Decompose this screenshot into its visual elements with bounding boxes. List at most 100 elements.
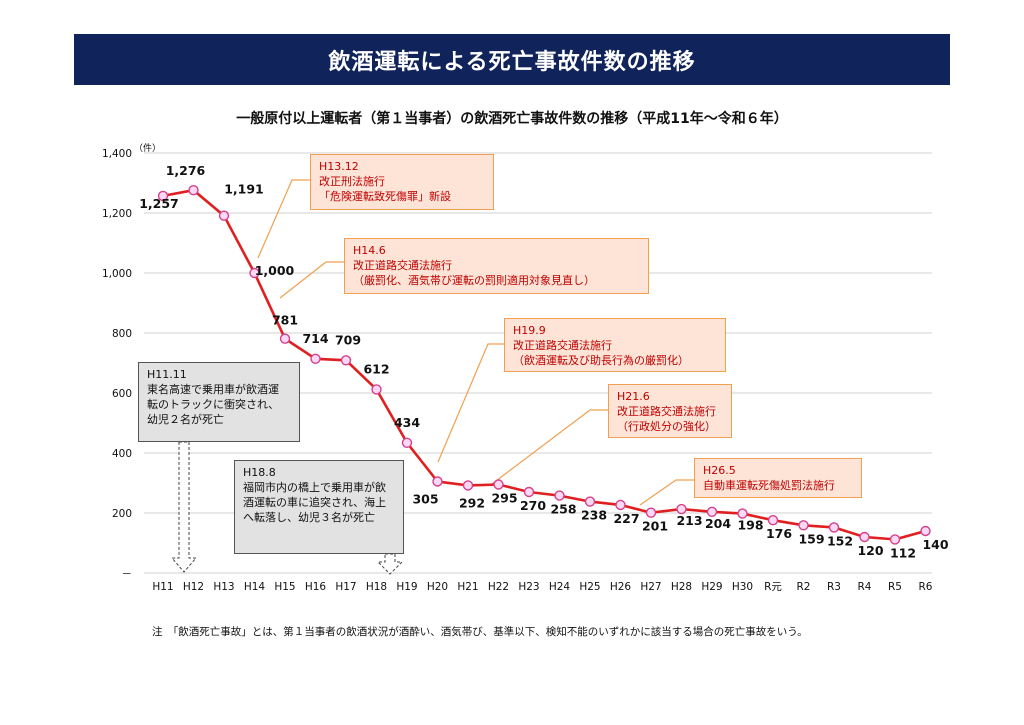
y-axis-unit: （件） (134, 142, 161, 154)
incident-arrows (170, 441, 404, 575)
annotation-connectors (257, 179, 694, 506)
data-point (401, 437, 413, 448)
data-label: 270 (520, 498, 546, 513)
data-label: 198 (737, 518, 763, 533)
x-tick-label: R元 (764, 581, 782, 593)
data-point (676, 503, 687, 515)
page-banner: 飲酒運転による死亡事故件数の推移 (74, 34, 950, 85)
y-tick-label: 1,400 (102, 148, 132, 160)
data-point (371, 384, 382, 395)
data-point (798, 520, 809, 531)
data-label: 204 (705, 516, 731, 531)
data-point (859, 531, 870, 543)
data-label: 1,276 (166, 163, 206, 178)
data-point (706, 506, 718, 517)
y-tick-label: 600 (112, 388, 132, 400)
data-point (889, 534, 901, 545)
data-label: 201 (642, 519, 668, 534)
annotation-h13-law: H13.12 改正刑法施行 「危険運転致死傷罪」新設 (310, 154, 494, 210)
x-tick-label: R6 (919, 581, 933, 593)
y-tick-label: － (122, 568, 133, 580)
y-tick-label: 200 (112, 508, 132, 520)
data-label: 176 (766, 526, 792, 541)
data-point (767, 515, 779, 526)
x-tick-label: H28 (671, 581, 692, 593)
annotation-h19-law: H19.9 改正道路交通法施行 （飲酒運転及び助長行為の厳罰化） (504, 318, 726, 372)
y-tick-label: 400 (112, 448, 132, 460)
x-tick-label: R2 (797, 581, 811, 593)
incident-arrow (376, 553, 404, 575)
x-tick-label: H12 (183, 581, 204, 593)
data-label: 227 (613, 511, 639, 526)
data-point (218, 210, 230, 221)
x-tick-label: H24 (549, 581, 571, 593)
data-point (157, 190, 169, 202)
data-point (615, 499, 626, 511)
data-point (340, 355, 352, 366)
x-tick-label: H16 (305, 581, 327, 593)
data-point (279, 333, 291, 344)
x-tick-label: H20 (427, 581, 448, 593)
data-label: 159 (798, 531, 824, 546)
annotation-connector (491, 409, 608, 485)
data-point (462, 480, 474, 491)
data-label: 714 (302, 331, 328, 346)
data-point (828, 522, 840, 533)
y-tick-label: 800 (112, 328, 132, 340)
footnote: 注 「飲酒死亡事故」とは、第１当事者の飲酒状況が酒酔い、酒気帯び、基準以下、検知… (152, 626, 808, 638)
annotation-connector (437, 343, 504, 463)
data-label: 434 (394, 415, 420, 430)
data-point (310, 353, 321, 364)
x-tick-label: H22 (488, 581, 509, 593)
banner-title: 飲酒運転による死亡事故件数の推移 (328, 49, 696, 75)
data-label: 781 (272, 313, 298, 328)
x-tick-label: R5 (888, 581, 902, 593)
y-axis-ticks: － 200 400 600 800 1,000 1,200 1,400 (102, 148, 132, 580)
y-tick-label: 1,000 (102, 268, 132, 280)
data-point (554, 490, 565, 501)
x-tick-label: H25 (579, 581, 600, 593)
data-label: 1,257 (139, 196, 179, 211)
data-label: 140 (922, 537, 948, 552)
data-point (493, 479, 504, 490)
data-label: 1,191 (224, 182, 264, 197)
annotation-h21-law: H21.6 改正道路交通法施行 （行政処分の強化） (608, 384, 732, 438)
x-tick-label: H30 (732, 581, 753, 593)
annotation-h18-incident: H18.8 福岡市内の橋上で乗用車が飲 酒運転の車に追突され、海上 へ転落し、幼… (234, 460, 404, 554)
annotation-h11-incident: H11.11 東名高速で乗用車が飲酒運 転のトラックに衝突され、 幼児２名が死亡 (138, 362, 300, 442)
x-tick-label: H23 (518, 581, 539, 593)
data-label: 213 (676, 513, 702, 528)
data-label: 709 (335, 332, 361, 347)
incident-arrow (170, 441, 198, 573)
data-point (645, 507, 657, 518)
data-label: 612 (363, 361, 389, 376)
x-tick-label: R4 (858, 581, 872, 593)
x-tick-label: H21 (457, 581, 478, 593)
x-tick-label: H11 (152, 581, 173, 593)
x-axis-ticks: H11 H12 H13 H14 H15 H16 H17 H18 H19 H20 H21 H22 H23 H… (152, 581, 932, 593)
data-label: 152 (827, 533, 853, 548)
data-label: 112 (890, 545, 916, 560)
annotation-h26-law: H26.5 自動車運転死傷処罰法施行 (694, 458, 862, 498)
data-points (157, 184, 931, 545)
x-tick-label: H27 (640, 581, 661, 593)
data-label: 258 (550, 502, 576, 517)
annotation-connector (279, 261, 344, 299)
data-point (249, 267, 260, 279)
line-chart: － 200 400 600 800 1,000 1,200 1,400 （件） H11 H12 H… (102, 142, 949, 593)
data-point (920, 525, 931, 537)
x-tick-label: H26 (610, 581, 632, 593)
data-point (523, 486, 535, 498)
data-label: 120 (857, 543, 883, 558)
data-point (188, 184, 199, 196)
data-point (432, 476, 443, 487)
data-label: 238 (581, 508, 607, 523)
x-tick-label: R3 (827, 581, 841, 593)
data-point (737, 508, 748, 519)
annotation-connector (639, 479, 694, 506)
annotation-h14-law: H14.6 改正道路交通法施行 （厳罰化、酒気帯び運転の罰則適用対象見直し） (344, 238, 649, 294)
x-tick-label: H13 (213, 581, 234, 593)
x-tick-label: H19 (396, 581, 417, 593)
y-tick-label: 1,200 (102, 208, 132, 220)
